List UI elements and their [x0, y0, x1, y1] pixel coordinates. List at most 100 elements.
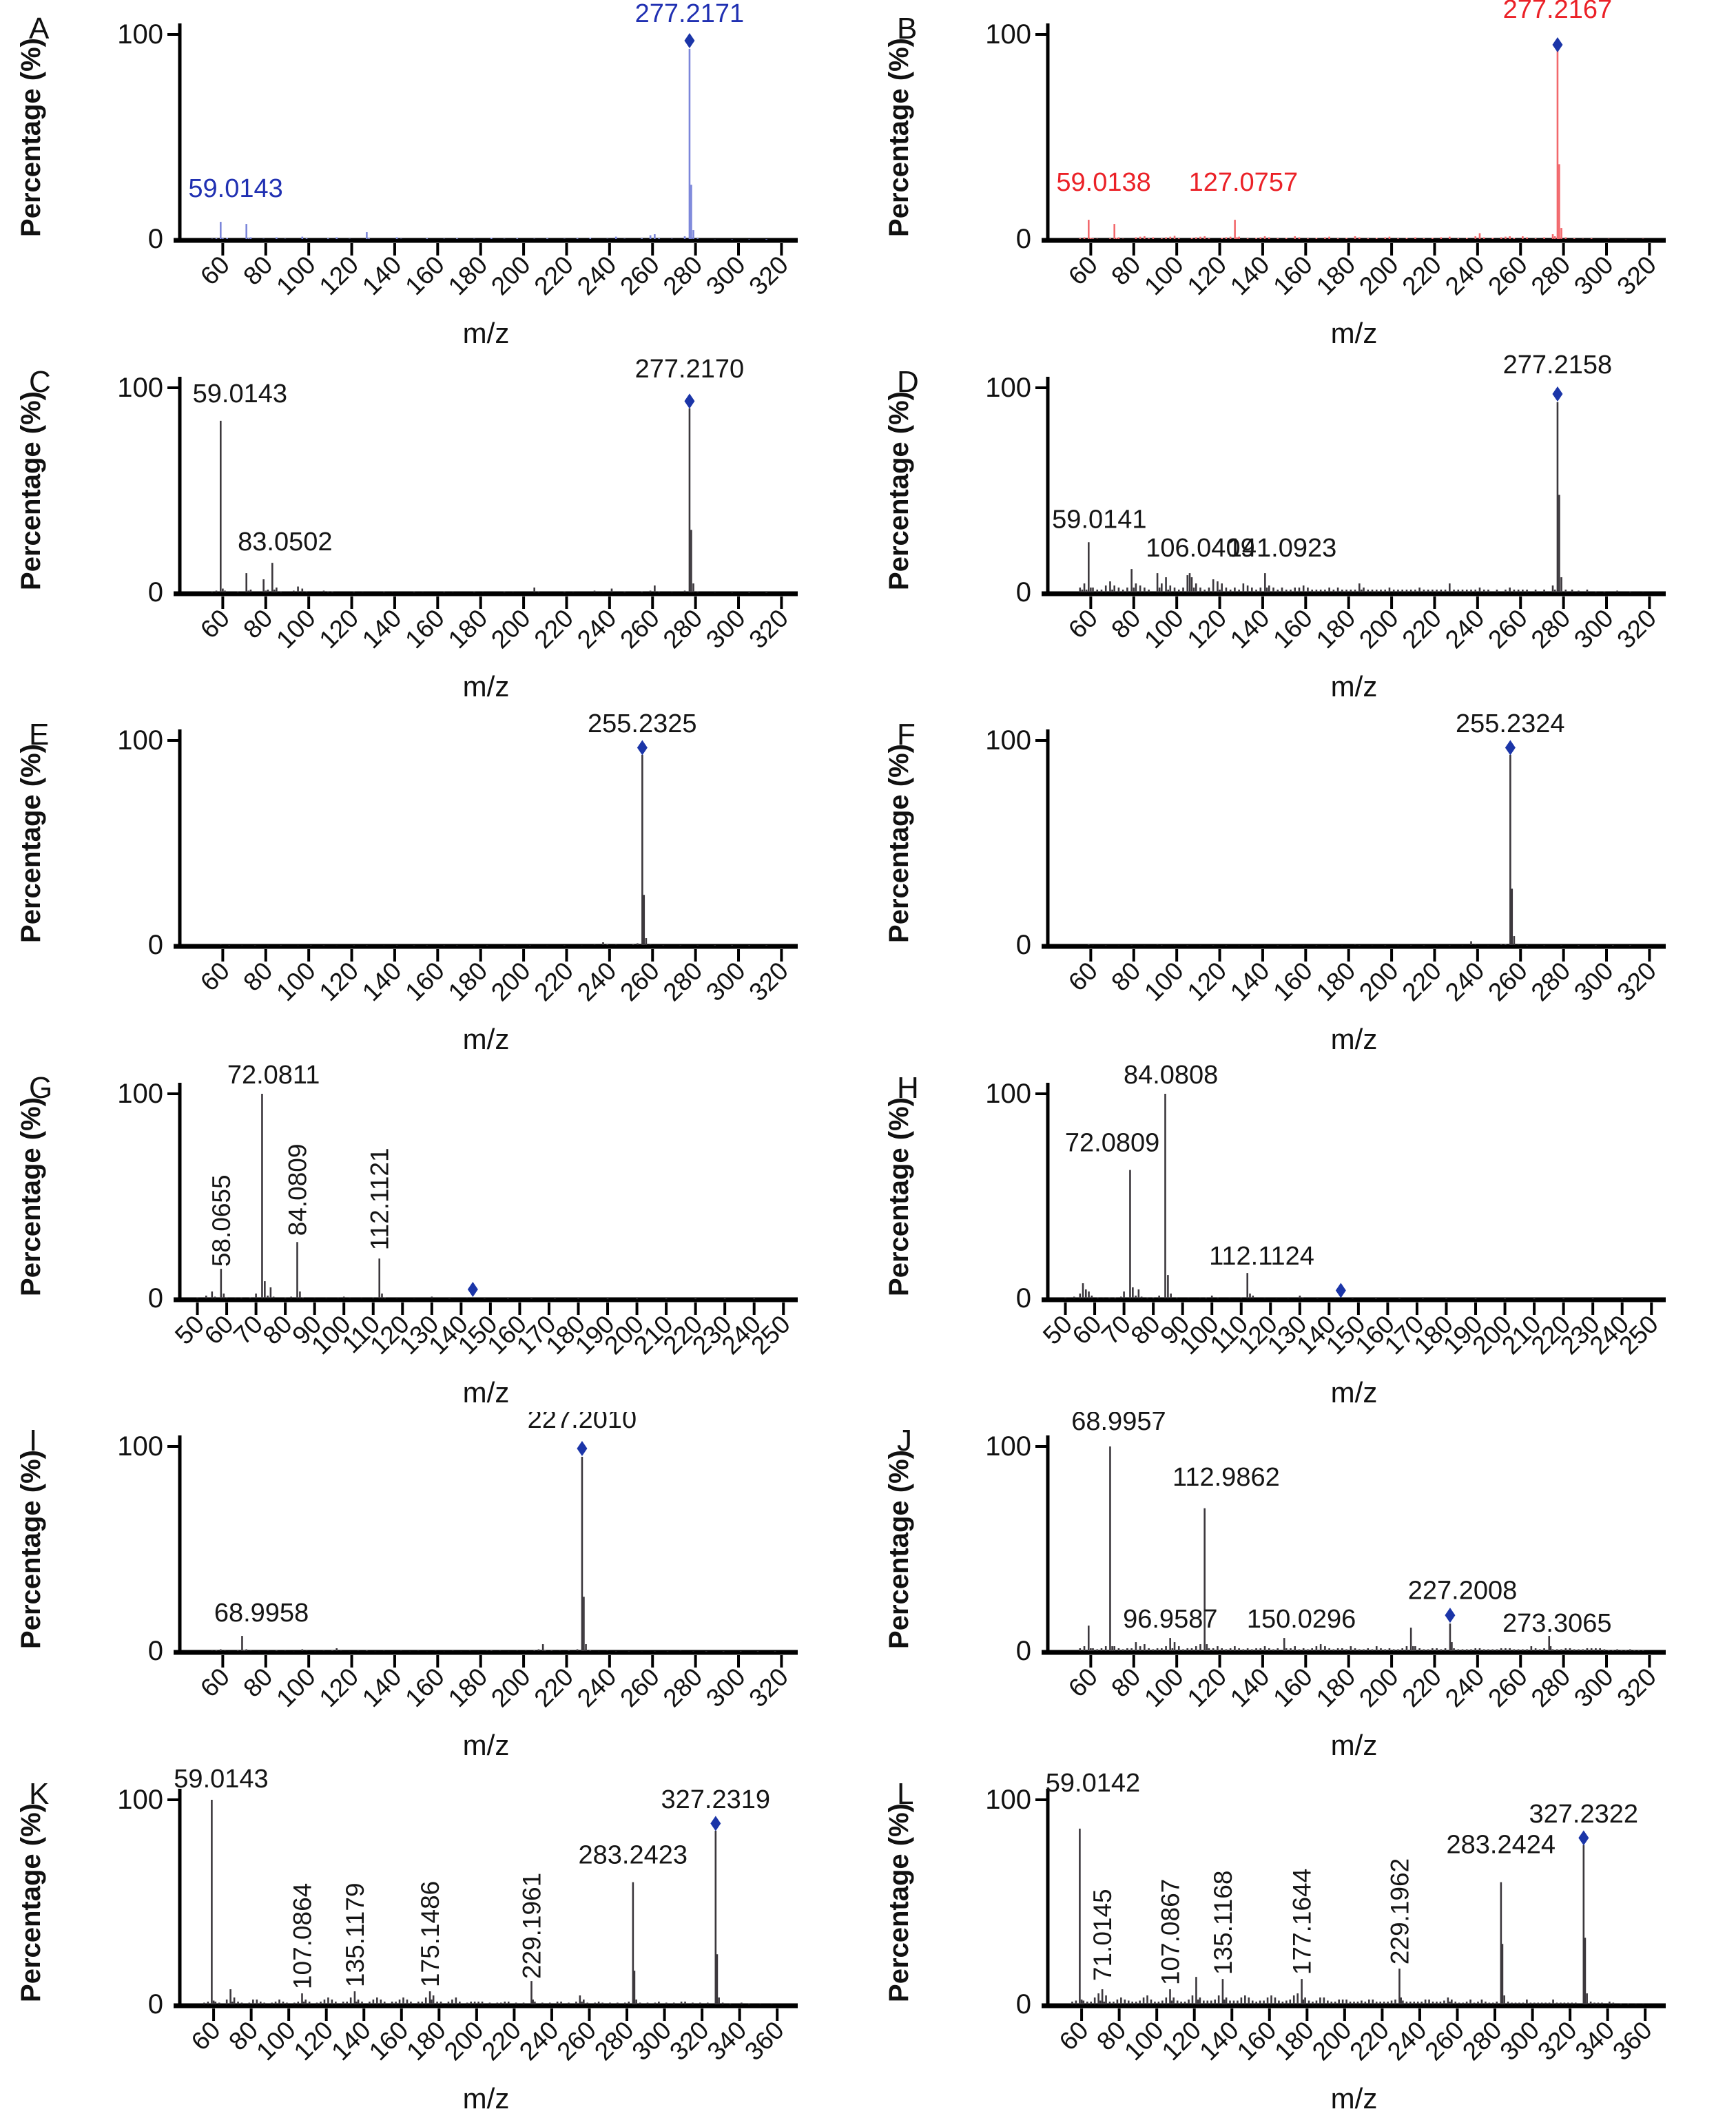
xtick-label: 220 — [528, 1663, 579, 1713]
xtick-label: 80 — [1106, 957, 1146, 997]
peak-label: 59.0142 — [1046, 1769, 1140, 1798]
peak-label: 227.2010 — [528, 1412, 637, 1434]
ytick-label-100: 100 — [117, 19, 163, 50]
x-axis-title: m/z — [463, 1023, 510, 1055]
xtick-label: 360 — [1607, 2015, 1657, 2066]
xtick-label: 60 — [1063, 957, 1103, 997]
ytick-label-100: 100 — [117, 725, 163, 756]
peak-label: 327.2319 — [661, 1785, 770, 1814]
xtick-label: 180 — [443, 1663, 493, 1713]
xtick-label: 240 — [1440, 1663, 1490, 1713]
precursor-diamond-icon — [1445, 1608, 1456, 1623]
xtick-label: 260 — [614, 1663, 665, 1713]
xtick-label: 200 — [1354, 251, 1404, 301]
xtick-label: 300 — [1569, 603, 1619, 654]
xtick-label: 200 — [1354, 957, 1404, 1007]
xtick-label: 160 — [1268, 251, 1318, 301]
y-axis-title: Percentage (%) — [884, 1803, 914, 2002]
xtick-label: 160 — [400, 603, 450, 654]
xtick-label: 300 — [701, 957, 751, 1007]
xtick-label: 240 — [572, 1663, 622, 1713]
x-axis-title: m/z — [1331, 1376, 1378, 1409]
ytick-label-100: 100 — [985, 1431, 1031, 1462]
xtick-label: 220 — [1396, 603, 1447, 654]
xtick-label: 140 — [1225, 603, 1275, 654]
spectrum-panel-J: J 100 0 Percentage (%) 60 80 100 120 140 160 180 20… — [868, 1412, 1736, 1765]
xtick-label: 200 — [1354, 1663, 1404, 1713]
xtick-label: 120 — [1182, 603, 1232, 654]
peak-label: 112.9862 — [1172, 1463, 1280, 1492]
xtick-label: 100 — [271, 1663, 321, 1713]
ytick-label-100: 100 — [985, 725, 1031, 756]
peak-label: 229.1962 — [1385, 1858, 1414, 1964]
peak-label: 255.2325 — [588, 709, 697, 738]
y-axis-title: Percentage (%) — [884, 744, 914, 943]
xtick-label: 100 — [1139, 1663, 1189, 1713]
xtick-label: 140 — [357, 1663, 407, 1713]
ytick-label-100: 100 — [117, 1079, 163, 1109]
xtick-label: 220 — [528, 251, 579, 301]
xtick-label: 220 — [528, 957, 579, 1007]
xtick-label: 160 — [1268, 1663, 1318, 1713]
ytick-label-0: 0 — [1016, 1636, 1031, 1666]
peak-label: 327.2322 — [1529, 1799, 1638, 1828]
xtick-label: 120 — [314, 251, 364, 301]
xtick-label: 140 — [357, 251, 407, 301]
ytick-label-0: 0 — [1016, 930, 1031, 960]
xtick-label: 180 — [443, 603, 493, 654]
xtick-label: 200 — [1354, 603, 1404, 654]
peak-label: 229.1961 — [517, 1872, 546, 1978]
peak-label: 150.0296 — [1247, 1605, 1356, 1634]
peak-label: 277.2171 — [635, 0, 745, 28]
xtick-label: 240 — [572, 603, 622, 654]
xtick-label: 200 — [486, 1663, 536, 1713]
peak-label: 59.0143 — [174, 1765, 268, 1794]
spectrum-panel-C: C 100 0 Percentage (%) 60 80 100 120 140 160 180 20… — [0, 353, 868, 707]
xtick-label: 320 — [743, 1663, 794, 1713]
xtick-label: 300 — [701, 1663, 751, 1713]
xtick-label: 120 — [1182, 251, 1232, 301]
peak-label: 84.0808 — [1124, 1061, 1218, 1090]
ytick-label-0: 0 — [148, 1989, 163, 2020]
panel-letter: L — [897, 1777, 913, 1811]
spectrum-panel-H: H 100 0 Percentage (%) 50 60 70 80 90 100 110 120 13… — [868, 1059, 1736, 1413]
xtick-label: 80 — [238, 603, 278, 643]
spectrum-panel-A: A 100 0 Percentage (%) 60 80 100 120 140 160 180 20… — [0, 0, 868, 353]
xtick-label: 260 — [614, 957, 665, 1007]
xtick-label: 80 — [238, 1663, 278, 1703]
xtick-label: 140 — [1225, 1663, 1275, 1713]
xtick-label: 60 — [186, 2015, 226, 2055]
xtick-label: 280 — [658, 251, 708, 301]
y-axis-title: Percentage (%) — [884, 1097, 914, 1296]
xtick-label: 60 — [195, 603, 235, 643]
peak-label: 273.3065 — [1502, 1609, 1612, 1638]
ytick-label-100: 100 — [985, 1079, 1031, 1109]
precursor-diamond-icon — [684, 393, 695, 408]
peak-label: 83.0502 — [238, 528, 332, 557]
xtick-label: 220 — [1396, 957, 1447, 1007]
xtick-label: 180 — [1311, 957, 1361, 1007]
peak-label: 107.0867 — [1157, 1878, 1185, 1984]
xtick-label: 180 — [1311, 251, 1361, 301]
panel-letter: E — [29, 718, 49, 751]
xtick-label: 160 — [1268, 957, 1318, 1007]
panel-letter: K — [29, 1777, 49, 1811]
xtick-label: 200 — [486, 957, 536, 1007]
spectrum-panel-L: L 100 0 Percentage (%) 60 80 100 120 140 160 180 20… — [868, 1765, 1736, 2118]
panel-letter: B — [897, 12, 917, 45]
xtick-label: 60 — [195, 957, 235, 997]
xtick-label: 280 — [1526, 957, 1576, 1007]
peak-label: 277.2170 — [635, 355, 745, 384]
ytick-label-0: 0 — [148, 930, 163, 960]
ytick-label-100: 100 — [117, 373, 163, 403]
panel-letter: G — [29, 1071, 52, 1105]
precursor-diamond-icon — [1578, 1829, 1589, 1845]
peak-label: 177.1644 — [1288, 1868, 1316, 1974]
xtick-label: 60 — [1063, 251, 1103, 291]
peak-label: 141.0923 — [1228, 534, 1337, 563]
xtick-label: 160 — [400, 1663, 450, 1713]
